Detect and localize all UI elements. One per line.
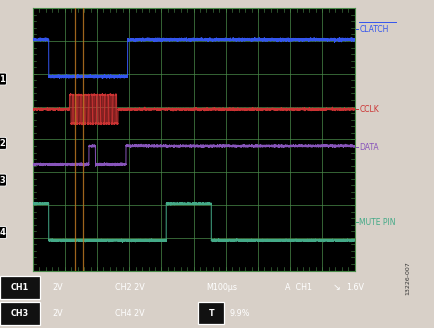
Text: 2V: 2V bbox=[52, 283, 62, 292]
Text: CCLK: CCLK bbox=[358, 105, 378, 114]
Text: M100μs: M100μs bbox=[205, 283, 237, 292]
Text: 2V: 2V bbox=[52, 309, 62, 318]
Text: CH3: CH3 bbox=[11, 309, 29, 318]
Text: DATA: DATA bbox=[358, 143, 378, 152]
FancyBboxPatch shape bbox=[0, 276, 40, 298]
Text: 1: 1 bbox=[0, 74, 5, 84]
FancyBboxPatch shape bbox=[0, 302, 40, 325]
Text: 9.9%: 9.9% bbox=[229, 309, 249, 318]
Text: 13226-007: 13226-007 bbox=[404, 261, 409, 295]
Text: 1.6V: 1.6V bbox=[346, 283, 364, 292]
Text: CH4 2V: CH4 2V bbox=[115, 309, 145, 318]
Text: 2: 2 bbox=[0, 139, 5, 148]
Text: 4: 4 bbox=[0, 228, 5, 237]
FancyBboxPatch shape bbox=[198, 302, 224, 324]
Text: MUTE PIN: MUTE PIN bbox=[358, 217, 395, 227]
Text: CH1: CH1 bbox=[11, 283, 29, 292]
Text: ↘: ↘ bbox=[332, 283, 340, 292]
Text: CLATCH: CLATCH bbox=[358, 25, 388, 34]
Text: CH2 2V: CH2 2V bbox=[115, 283, 145, 292]
Text: T: T bbox=[208, 309, 214, 318]
Text: 3: 3 bbox=[0, 175, 5, 185]
Text: A  CH1: A CH1 bbox=[284, 283, 311, 292]
